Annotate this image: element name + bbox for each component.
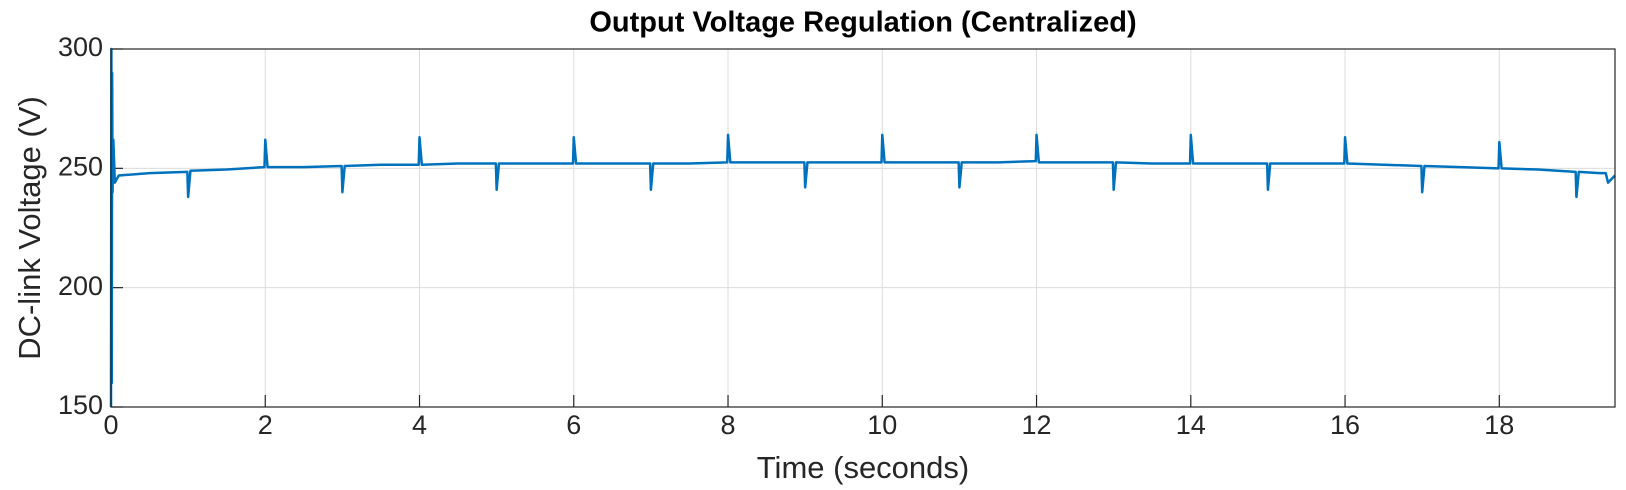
x-tick-label: 4 (412, 410, 427, 440)
x-tick-label: 6 (566, 410, 581, 440)
x-tick-label: 0 (103, 410, 118, 440)
y-tick-label: 250 (58, 151, 103, 181)
plot-area (111, 49, 1615, 407)
x-tick-label: 2 (258, 410, 273, 440)
axes-box (110, 48, 1616, 408)
y-axis-label: DC-link Voltage (V) (12, 96, 47, 360)
y-tick-label: 150 (58, 390, 103, 420)
x-tick-label: 18 (1484, 410, 1514, 440)
x-tick-label: 8 (721, 410, 736, 440)
x-tick-label: 12 (1022, 410, 1052, 440)
y-tick-label: 200 (58, 271, 103, 301)
x-tick-label: 14 (1176, 410, 1206, 440)
x-axis-label: Time (seconds) (757, 450, 969, 485)
y-tick-label: 300 (58, 32, 103, 62)
x-tick-label: 16 (1330, 410, 1360, 440)
data-line (109, 47, 1616, 408)
chart-title: Output Voltage Regulation (Centralized) (589, 7, 1136, 39)
x-tick-label: 10 (867, 410, 897, 440)
